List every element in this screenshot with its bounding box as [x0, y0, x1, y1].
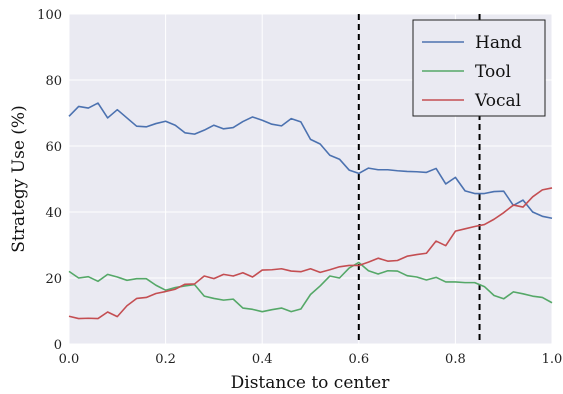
- data-series: [68, 102, 553, 320]
- series-line-vocal: [68, 187, 553, 320]
- legend-label-vocal: Vocal: [474, 91, 521, 111]
- x-tick-label: 0.8: [445, 352, 466, 367]
- x-axis-label: Distance to center: [231, 373, 391, 393]
- x-tick-label: 0.2: [155, 352, 176, 367]
- y-tick-label: 80: [45, 74, 62, 89]
- x-tick-label: 0.4: [252, 352, 273, 367]
- tick-labels: 0.0 0.2 0.4 0.6 0.8 1.0 0 20 40 60 80 100: [37, 8, 562, 367]
- legend-label-hand: Hand: [475, 33, 522, 53]
- series-line-tool: [68, 261, 553, 313]
- x-tick-label: 0.0: [59, 352, 80, 367]
- x-tick-label: 1.0: [542, 352, 563, 367]
- legend: Hand Tool Vocal: [412, 19, 546, 117]
- series-line-hand: [68, 102, 553, 220]
- y-axis-label: Strategy Use (%): [9, 105, 29, 252]
- y-tick-label: 60: [45, 140, 62, 155]
- y-tick-label: 100: [37, 8, 62, 23]
- legend-label-tool: Tool: [475, 62, 511, 82]
- y-tick-label: 40: [45, 206, 62, 221]
- y-tick-label: 20: [45, 272, 62, 287]
- x-tick-label: 0.6: [348, 352, 369, 367]
- y-tick-label: 0: [54, 338, 62, 353]
